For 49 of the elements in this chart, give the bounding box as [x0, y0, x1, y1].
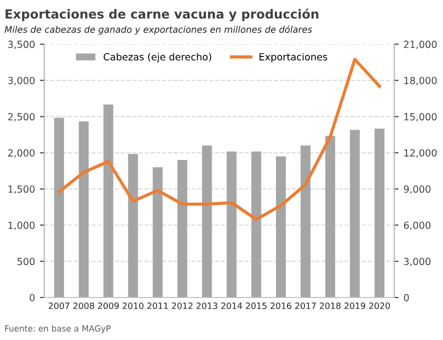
y2-tick-label: 21,000 [404, 40, 437, 50]
chart-subtitle: Miles de cabezas de ganado y exportaciones en millones de dólares [4, 26, 312, 35]
y-tick-label: 3,000 [8, 76, 35, 86]
x-tick-label: 2019 [344, 302, 366, 310]
x-tick-label: 2013 [196, 302, 218, 310]
y2-tick-label: 9,000 [404, 185, 430, 194]
bar [325, 136, 336, 298]
y-tick-label: 3,500 [8, 40, 35, 50]
bar [177, 160, 188, 298]
bar [300, 146, 310, 298]
chart-title: Exportaciones de carne vacuna y producción [6, 8, 318, 22]
y2-tick-label: 12,000 [404, 149, 437, 158]
bar [374, 128, 384, 298]
x-tick-label: 2008 [73, 302, 94, 310]
bar [251, 152, 262, 298]
x-tick-label: 2016 [270, 302, 292, 310]
y-tick-label: 1,500 [8, 185, 35, 194]
y-tick-label: 2,500 [8, 113, 35, 122]
y2-tick-label: 15,000 [404, 113, 437, 122]
x-tick-label: 2014 [221, 302, 242, 310]
y2-tick-label: 0 [404, 294, 409, 302]
x-tick-label: 2007 [48, 302, 70, 310]
y2-tick-label: 6,000 [404, 222, 430, 230]
legend-label: Cabezas (eje derecho) [104, 52, 212, 62]
legend-label: Exportaciones [260, 52, 328, 62]
bar [226, 152, 237, 298]
x-tick-label: 2018 [320, 302, 341, 310]
bar [276, 156, 286, 298]
x-tick-label: 2017 [295, 302, 316, 310]
x-tick-label: 2009 [98, 302, 119, 310]
bar [78, 121, 89, 298]
x-tick-label: 2010 [122, 302, 144, 310]
bar [152, 167, 163, 298]
source-note: Fuente: en base a MAGyP [5, 325, 111, 334]
y-tick-label: 0 [30, 294, 35, 302]
y2-tick-label: 3,000 [404, 258, 430, 266]
x-tick-label: 2015 [246, 302, 266, 310]
x-tick-label: 2020 [369, 302, 390, 310]
bar [54, 118, 64, 298]
x-tick-label: 2012 [172, 302, 192, 310]
y-tick-label: 2,000 [8, 149, 35, 158]
bar [103, 104, 114, 298]
bar [350, 130, 360, 298]
y-tick-label: 500 [17, 258, 35, 266]
y2-tick-label: 18,000 [404, 76, 437, 86]
bar [202, 146, 212, 298]
y-tick-label: 1,000 [8, 222, 35, 230]
bar [128, 154, 138, 298]
x-tick-label: 2011 [147, 302, 168, 310]
